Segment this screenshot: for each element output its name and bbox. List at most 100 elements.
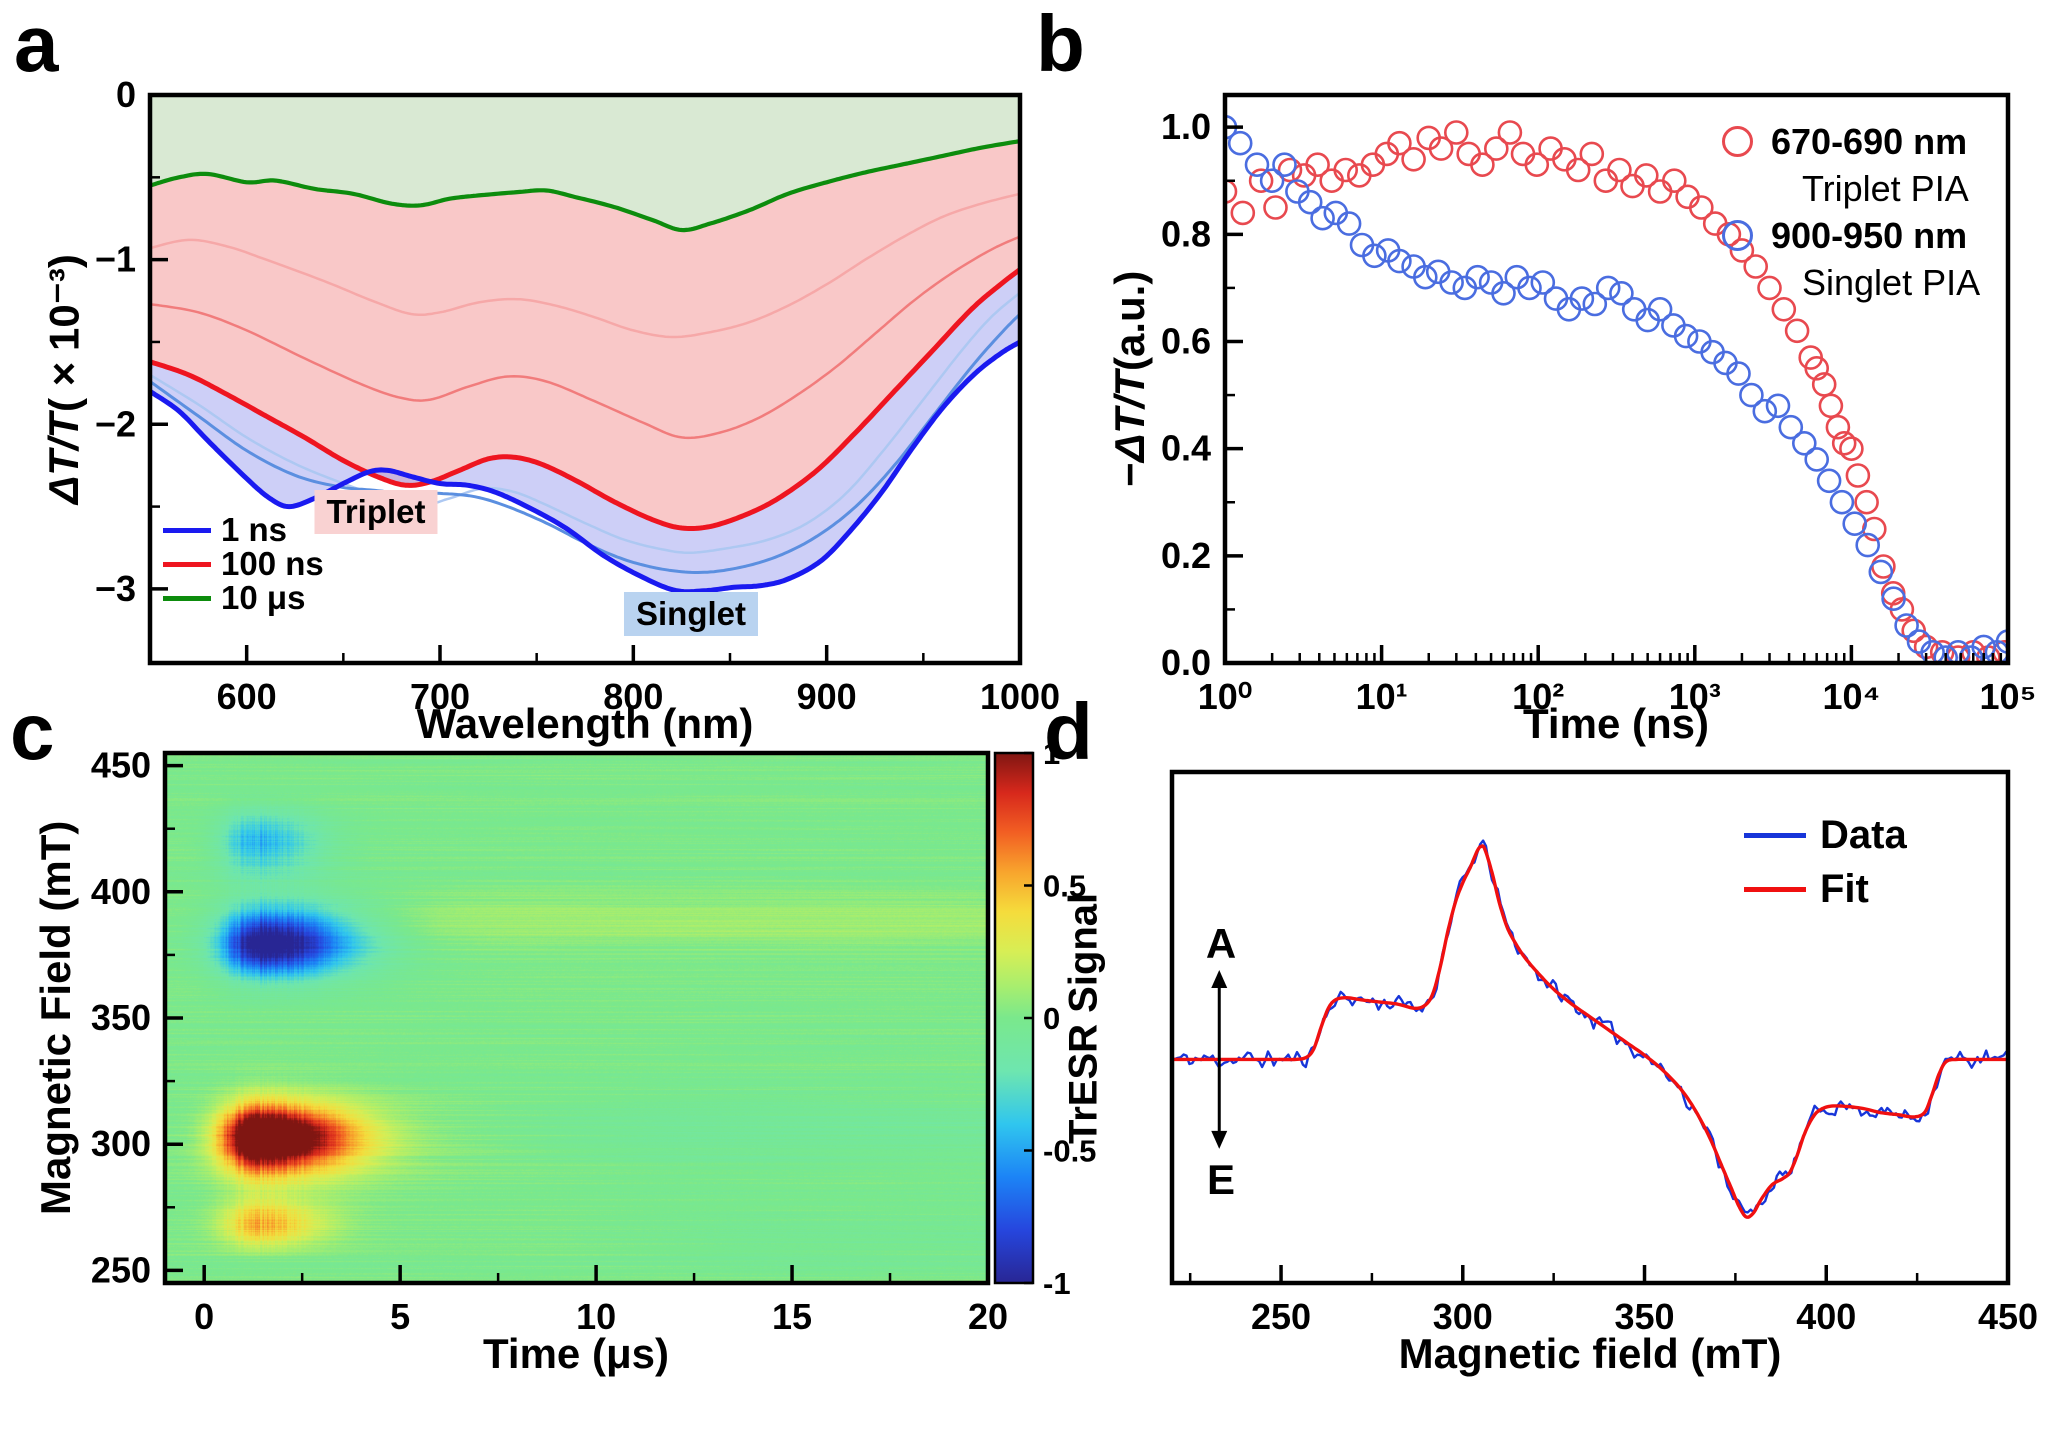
c-x-tick-label: 5 xyxy=(390,1296,410,1337)
d-x-tick-label: 350 xyxy=(1614,1296,1674,1337)
b-y-axis-title: − ΔT/T (a.u.) xyxy=(1106,270,1153,488)
b-x-axis-title: Time (ns) xyxy=(1523,700,1709,747)
b-x-tick-label: 10⁵ xyxy=(1980,676,2037,717)
b-point-series-0 xyxy=(1305,152,1330,177)
b-point-series-1 xyxy=(1491,280,1516,306)
b-x-tick-label: 10⁰ xyxy=(1198,676,1252,717)
c-plot-frame xyxy=(162,750,991,1286)
b-point-series-0 xyxy=(1225,179,1238,204)
a-x-tick-label: 800 xyxy=(603,676,663,717)
b-point-series-0 xyxy=(1319,168,1344,193)
legend-label: 900-950 nm xyxy=(1771,214,1968,256)
b-point-series-0 xyxy=(1634,163,1659,188)
b-point-series-0 xyxy=(1757,275,1782,301)
b-point-series-1 xyxy=(1362,243,1387,269)
tresr-heatmap xyxy=(165,753,988,1283)
b-plot-frame xyxy=(1222,92,2011,666)
legend-line-swatch xyxy=(163,527,211,533)
b-point-series-1 xyxy=(1995,629,2008,654)
c-y-tick-label: 450 xyxy=(91,745,151,786)
d-x-tick-label: 300 xyxy=(1433,1296,1493,1337)
b-legend: 670-690 nm Triplet PIA 900-950 nm Single… xyxy=(1722,118,1980,306)
b-y-tick-label: 0.2 xyxy=(1161,535,1211,576)
b-point-series-0 xyxy=(1387,130,1412,156)
b-point-series-1 xyxy=(1792,430,1817,456)
a-fill-band-2 xyxy=(150,269,1020,592)
legend-item-fit: Fit xyxy=(1744,862,1907,916)
b-point-series-1 xyxy=(1609,280,1634,306)
b-x-tick-label: 10⁴ xyxy=(1822,676,1880,717)
legend-item-10us: 10 μs xyxy=(163,579,324,616)
b-point-series-0 xyxy=(1804,355,1829,381)
panel-label-c: c xyxy=(10,687,55,776)
b-point-series-1 xyxy=(1647,296,1673,322)
b-point-series-1 xyxy=(1582,291,1608,317)
legend-item-triplet-pia: 670-690 nm xyxy=(1722,118,1980,165)
b-point-series-1 xyxy=(1881,586,1906,612)
b-point-series-0 xyxy=(1277,157,1303,183)
b-point-series-0 xyxy=(1839,436,1864,462)
b-point-series-1 xyxy=(1297,189,1323,215)
b-point-series-0 xyxy=(1825,414,1851,440)
legend-line-swatch xyxy=(1744,832,1806,838)
b-point-series-1 xyxy=(1868,559,1894,585)
b-y-tick-label: 0.8 xyxy=(1161,213,1211,254)
a-y-tick-label: −3 xyxy=(95,568,136,609)
emission-label: E xyxy=(1206,1156,1236,1203)
b-point-series-0 xyxy=(1771,296,1797,322)
b-point-series-1 xyxy=(1517,275,1542,301)
colorbar-tick-label: 0 xyxy=(1043,1001,1060,1036)
b-point-series-1 xyxy=(1569,286,1595,311)
b-point-series-1 xyxy=(1259,168,1285,193)
legend-label: 670-690 nm xyxy=(1771,120,1968,162)
b-point-series-1 xyxy=(1778,414,1804,440)
b-point-series-0 xyxy=(1854,489,1879,515)
a-x-axis-title: Wavelength (nm) xyxy=(416,700,754,747)
legend-label: 100 ns xyxy=(221,545,324,582)
c-x-tick-label: 0 xyxy=(194,1296,214,1337)
c-x-tick-label: 15 xyxy=(772,1296,812,1337)
b-point-series-1 xyxy=(1752,398,1778,424)
b-point-series-0 xyxy=(1818,393,1844,419)
b-point-series-1 xyxy=(1310,205,1335,231)
legend-line-swatch xyxy=(1744,886,1806,892)
d-x-tick-label: 450 xyxy=(1978,1296,2038,1337)
b-point-series-1 xyxy=(1673,323,1699,349)
b-point-series-0 xyxy=(1538,136,1563,161)
colorbar-title: TrESR Signal xyxy=(1061,892,1106,1144)
a-curve-blue_light xyxy=(150,291,1020,554)
a-y-tick-label: −1 xyxy=(95,239,136,280)
b-point-series-0 xyxy=(1689,195,1714,220)
b-x-tick-label: 10¹ xyxy=(1356,676,1408,717)
a-y-tick-label: −2 xyxy=(95,403,136,444)
b-point-series-0 xyxy=(1647,179,1673,204)
d-x-tick-label: 400 xyxy=(1796,1296,1856,1337)
a-x-tick-label: 600 xyxy=(217,676,277,717)
legend-item-singlet-pia: 900-950 nm xyxy=(1722,212,1980,259)
b-point-series-1 xyxy=(1439,270,1464,295)
b-point-series-1 xyxy=(1804,447,1829,472)
b-point-series-0 xyxy=(1428,136,1454,161)
d-legend: Data Fit xyxy=(1744,808,1907,916)
legend-item-data: Data xyxy=(1744,808,1907,862)
legend-item-1ns: 1 ns xyxy=(163,511,324,548)
c-x-tick-label: 20 xyxy=(968,1296,1008,1337)
b-point-series-1 xyxy=(1765,393,1791,419)
a-y-axis-title: ΔT/T (×10⁻³) xyxy=(40,254,88,504)
ae-arrow-up-head xyxy=(1211,970,1228,989)
legend-label: Fit xyxy=(1820,866,1869,911)
d-x-tick-label: 250 xyxy=(1251,1296,1311,1337)
colorbar-tick-label: 1 xyxy=(1043,736,1060,771)
legend-sublabel: Triplet PIA xyxy=(1802,167,1969,209)
b-point-series-1 xyxy=(1842,511,1867,537)
b-y-tick-label: 0.0 xyxy=(1161,642,1211,683)
b-point-series-0 xyxy=(1524,152,1550,177)
b-point-series-1 xyxy=(1413,264,1438,290)
legend-label: Data xyxy=(1820,812,1907,857)
b-point-series-1 xyxy=(1595,275,1621,301)
d-x-axis-title: Magnetic field (mT) xyxy=(1398,1330,1782,1377)
b-point-series-1 xyxy=(1465,264,1490,290)
c-y-tick-label: 400 xyxy=(91,871,151,912)
